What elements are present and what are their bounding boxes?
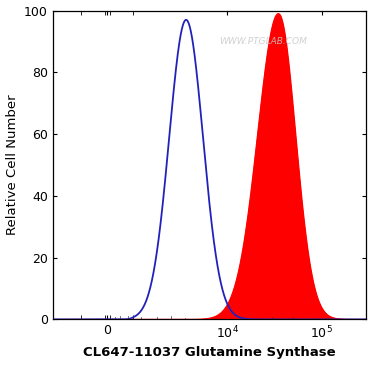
- Y-axis label: Relative Cell Number: Relative Cell Number: [6, 95, 19, 235]
- X-axis label: CL647-11037 Glutamine Synthase: CL647-11037 Glutamine Synthase: [83, 346, 336, 360]
- Text: WWW.PTGLAB.COM: WWW.PTGLAB.COM: [219, 37, 307, 46]
